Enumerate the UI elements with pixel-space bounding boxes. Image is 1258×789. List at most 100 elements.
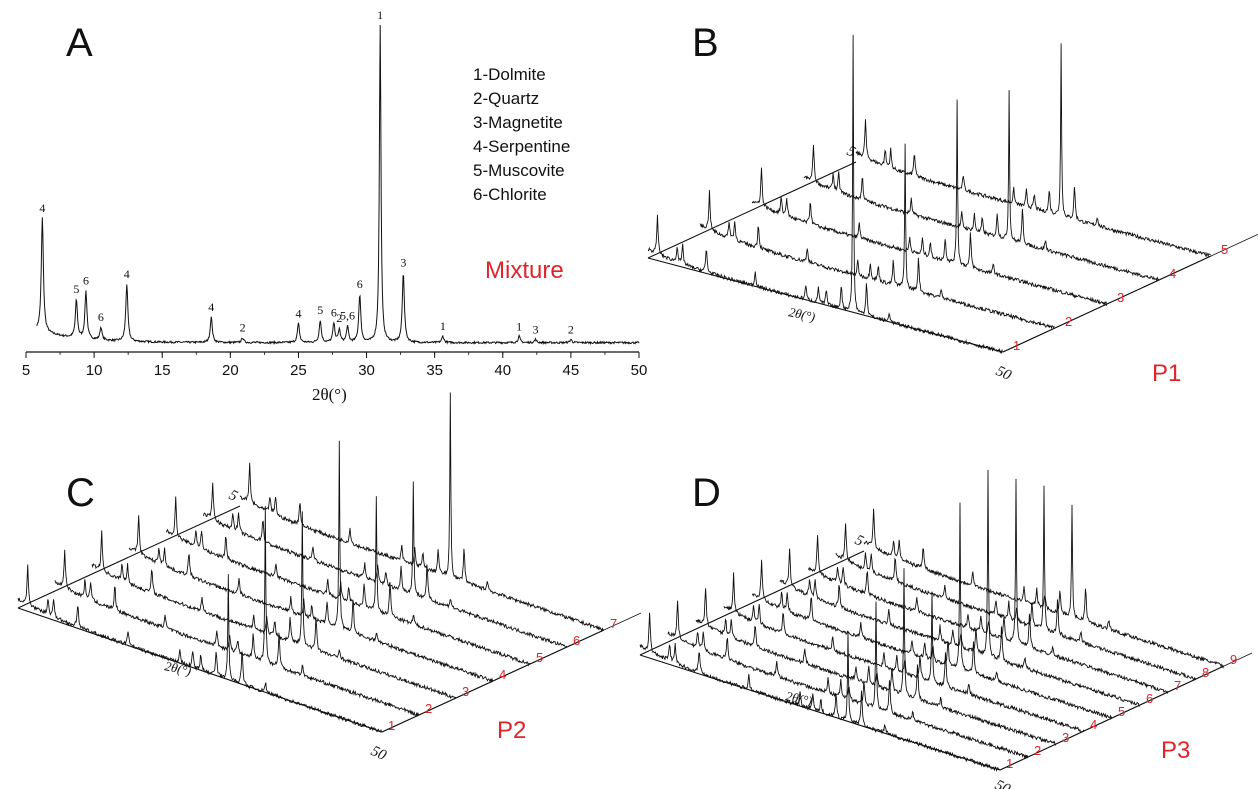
panel-a-tick-label: 45 (563, 362, 580, 379)
series-trace (17, 564, 383, 733)
depth-axis (647, 161, 857, 259)
series-label: 7 (1174, 678, 1181, 693)
peak-label: 4 (39, 201, 45, 215)
depth-axis (639, 550, 865, 656)
x-axis-title: 2θ(°) (163, 658, 192, 678)
axis-line (639, 654, 1001, 771)
series-label: 4 (1090, 717, 1097, 732)
peak-label: 5,6 (340, 309, 355, 323)
series-label: 3 (1062, 730, 1069, 745)
series-trace (779, 469, 1140, 707)
series-trace (54, 506, 420, 717)
legend-item-1: 1-Dolmite (473, 65, 546, 84)
series-trace (647, 34, 1003, 354)
baseline-connector (999, 756, 1029, 771)
panel-a-tick-label: 40 (494, 362, 511, 379)
x-axis-title: 2θ(°) (784, 688, 813, 708)
axis-end-label: 50 (993, 363, 1014, 384)
series-trace (803, 90, 1160, 282)
axis-end-label: 50 (992, 777, 1013, 789)
panel-a-tick-label: 30 (358, 362, 375, 379)
axis-start-label: 5 (852, 532, 866, 550)
peak-label: 2 (568, 322, 574, 336)
series-trace (835, 485, 1197, 682)
panel-a-tick-label: 35 (426, 362, 443, 379)
baseline-connector (1223, 652, 1253, 667)
axis-line (17, 607, 383, 733)
peak-label: 5 (73, 282, 79, 296)
panel-d-label: P3 (1161, 737, 1190, 764)
series-label: 2 (425, 701, 432, 716)
baseline-connector (1002, 327, 1056, 353)
series-trace (863, 504, 1225, 669)
baseline-connector (418, 697, 457, 716)
baseline-connector (1106, 279, 1160, 305)
series-trace (751, 99, 1108, 307)
series-label: 2 (1034, 743, 1041, 758)
baseline-connector (492, 663, 531, 682)
mineral-legend: 1-Dolmite 2-Quartz 3-Magnetite 4-Serpent… (473, 65, 570, 204)
legend-item-4: 4-Serpentine (473, 137, 570, 156)
panel-letter-c: C (66, 471, 95, 515)
baseline-connector (566, 629, 605, 648)
peak-label: 1 (516, 319, 522, 333)
series-label: 4 (499, 667, 506, 682)
baseline-connector (381, 714, 420, 733)
baseline-connector (603, 612, 642, 631)
series-label: 4 (1169, 266, 1176, 281)
baseline-connector (1139, 691, 1169, 706)
series-trace (695, 568, 1057, 746)
series-label: 5 (1221, 242, 1228, 257)
series-label: 1 (388, 718, 395, 733)
panel-a-tick-label: 50 (631, 362, 648, 379)
peak-label: 1 (377, 8, 383, 22)
panel-a-trace (36, 24, 640, 346)
series-trace (91, 511, 457, 700)
peak-label: 5 (317, 303, 323, 317)
baseline-connector (1167, 678, 1197, 693)
depth-axis (17, 505, 241, 609)
series-trace (855, 43, 1211, 258)
panel-a-xlabel: 2θ(°) (312, 385, 347, 404)
series-trace (699, 143, 1055, 330)
panel-c-plot: 7 6 5 4 3 2 1 5 50 2θ(°) (17, 392, 642, 764)
peak-label: 6 (83, 274, 89, 288)
series-trace (723, 572, 1085, 733)
series-label: 2 (1065, 314, 1072, 329)
peak-label: 3 (532, 322, 538, 336)
peak-label: 2 (336, 311, 342, 325)
series-label: 5 (1118, 704, 1125, 719)
panel-d-plot: 9 8 7 6 5 4 3 2 1 5 50 2θ(°) (639, 469, 1253, 789)
peak-label: 4 (208, 300, 214, 314)
series-label: 3 (1117, 290, 1124, 305)
legend-item-5: 5-Muscovite (473, 161, 565, 180)
series-label: 8 (1202, 665, 1209, 680)
panel-letter-d: D (692, 471, 721, 515)
baseline-connector (1210, 233, 1258, 257)
peak-label: 4 (295, 306, 301, 320)
panel-c-label: P2 (497, 717, 526, 744)
peak-label: 6 (331, 305, 337, 319)
series-trace (667, 600, 1029, 760)
panel-a-tick-label: 20 (222, 362, 239, 379)
panel-a-tick-label: 15 (154, 362, 171, 379)
axis-start-label: 5 (226, 487, 240, 505)
legend-item-6: 6-Chlorite (473, 185, 547, 204)
mixture-label: Mixture (485, 257, 564, 284)
series-trace (751, 502, 1113, 720)
baseline-connector (529, 646, 568, 665)
baseline-connector (1083, 717, 1113, 732)
panel-letter-a: A (66, 21, 93, 65)
panel-letter-b: B (692, 21, 719, 65)
series-trace (639, 612, 1001, 772)
peak-label: 2 (240, 321, 246, 335)
baseline-connector (455, 680, 494, 699)
peak-label: 6 (357, 277, 363, 291)
axis-end-label: 50 (368, 743, 389, 764)
series-trace (128, 440, 494, 684)
series-label: 1 (1006, 756, 1013, 771)
panel-a-tick-label: 25 (290, 362, 307, 379)
baseline-connector (1111, 704, 1141, 719)
